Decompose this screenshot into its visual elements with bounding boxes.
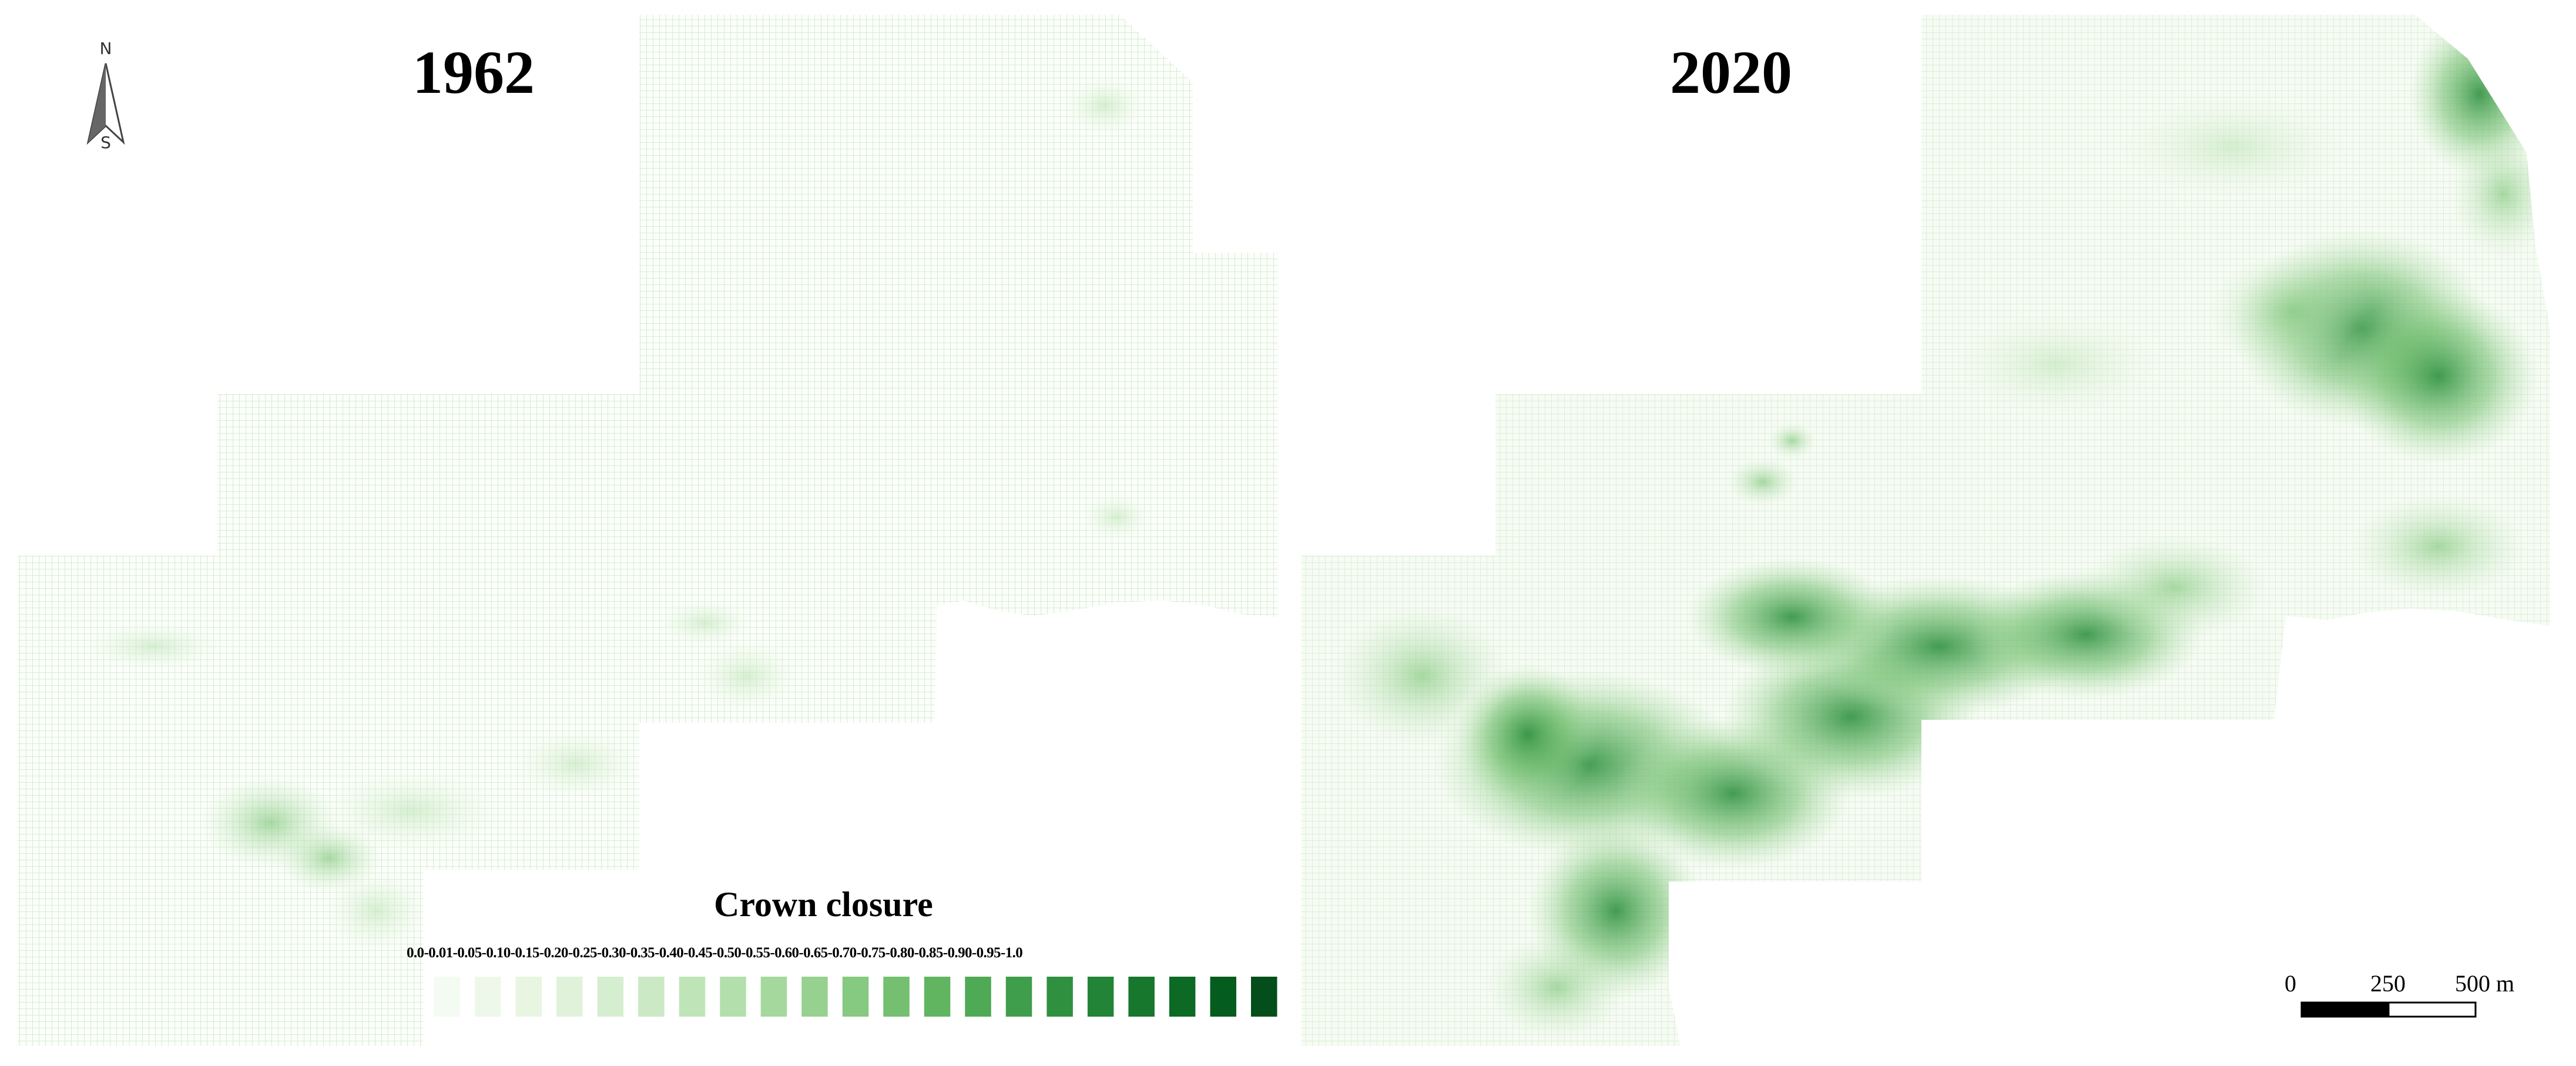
legend-swatch (965, 977, 991, 1017)
legend-swatch (1046, 977, 1073, 1017)
legend-title: Crown closure (714, 885, 933, 924)
legend-swatch (924, 977, 951, 1017)
legend-swatch (597, 977, 624, 1017)
map-1962 (18, 15, 1278, 1046)
scale-label-500: 500 m (2455, 970, 2515, 997)
legend-swatch (679, 977, 706, 1017)
legend-swatch (1005, 977, 1032, 1017)
legend-swatch (760, 977, 787, 1017)
map-title-1962: 1962 (412, 39, 535, 106)
legend-swatch (556, 977, 583, 1017)
scale-bar (2300, 1001, 2477, 1018)
map-title-2020: 2020 (1670, 39, 1792, 106)
map-2020 (1302, 15, 2550, 1046)
legend-swatches (434, 977, 1277, 1017)
legend-break-labels: 0.0-0.01-0.05-0.10-0.15-0.20-0.25-0.30-0… (407, 945, 1023, 961)
map-2020-vegetation (1334, 15, 2550, 1040)
legend-swatch (1128, 977, 1155, 1017)
north-arrow-icon (86, 63, 125, 145)
scale-label-250: 250 (2370, 970, 2406, 997)
scale-bar-white-segment (2387, 1001, 2477, 1018)
legend-swatch (515, 977, 542, 1017)
legend-swatch (638, 977, 665, 1017)
south-label: S (100, 133, 111, 152)
legend-swatch (801, 977, 828, 1017)
legend-swatch (842, 977, 869, 1017)
legend-swatch (475, 977, 501, 1017)
legend-swatch (1251, 977, 1277, 1017)
scale-label-0: 0 (2285, 970, 2296, 997)
legend-swatch (720, 977, 746, 1017)
legend-swatch (883, 977, 910, 1017)
map-1962-vegetation (82, 76, 1260, 952)
legend-swatch (1087, 977, 1114, 1017)
legend-swatch (1169, 977, 1196, 1017)
north-label: N (99, 39, 112, 58)
legend-swatch (434, 977, 460, 1017)
north-arrow: N S (76, 39, 135, 156)
scale-bar-black-segment (2300, 1001, 2390, 1018)
legend-swatch (1210, 977, 1236, 1017)
